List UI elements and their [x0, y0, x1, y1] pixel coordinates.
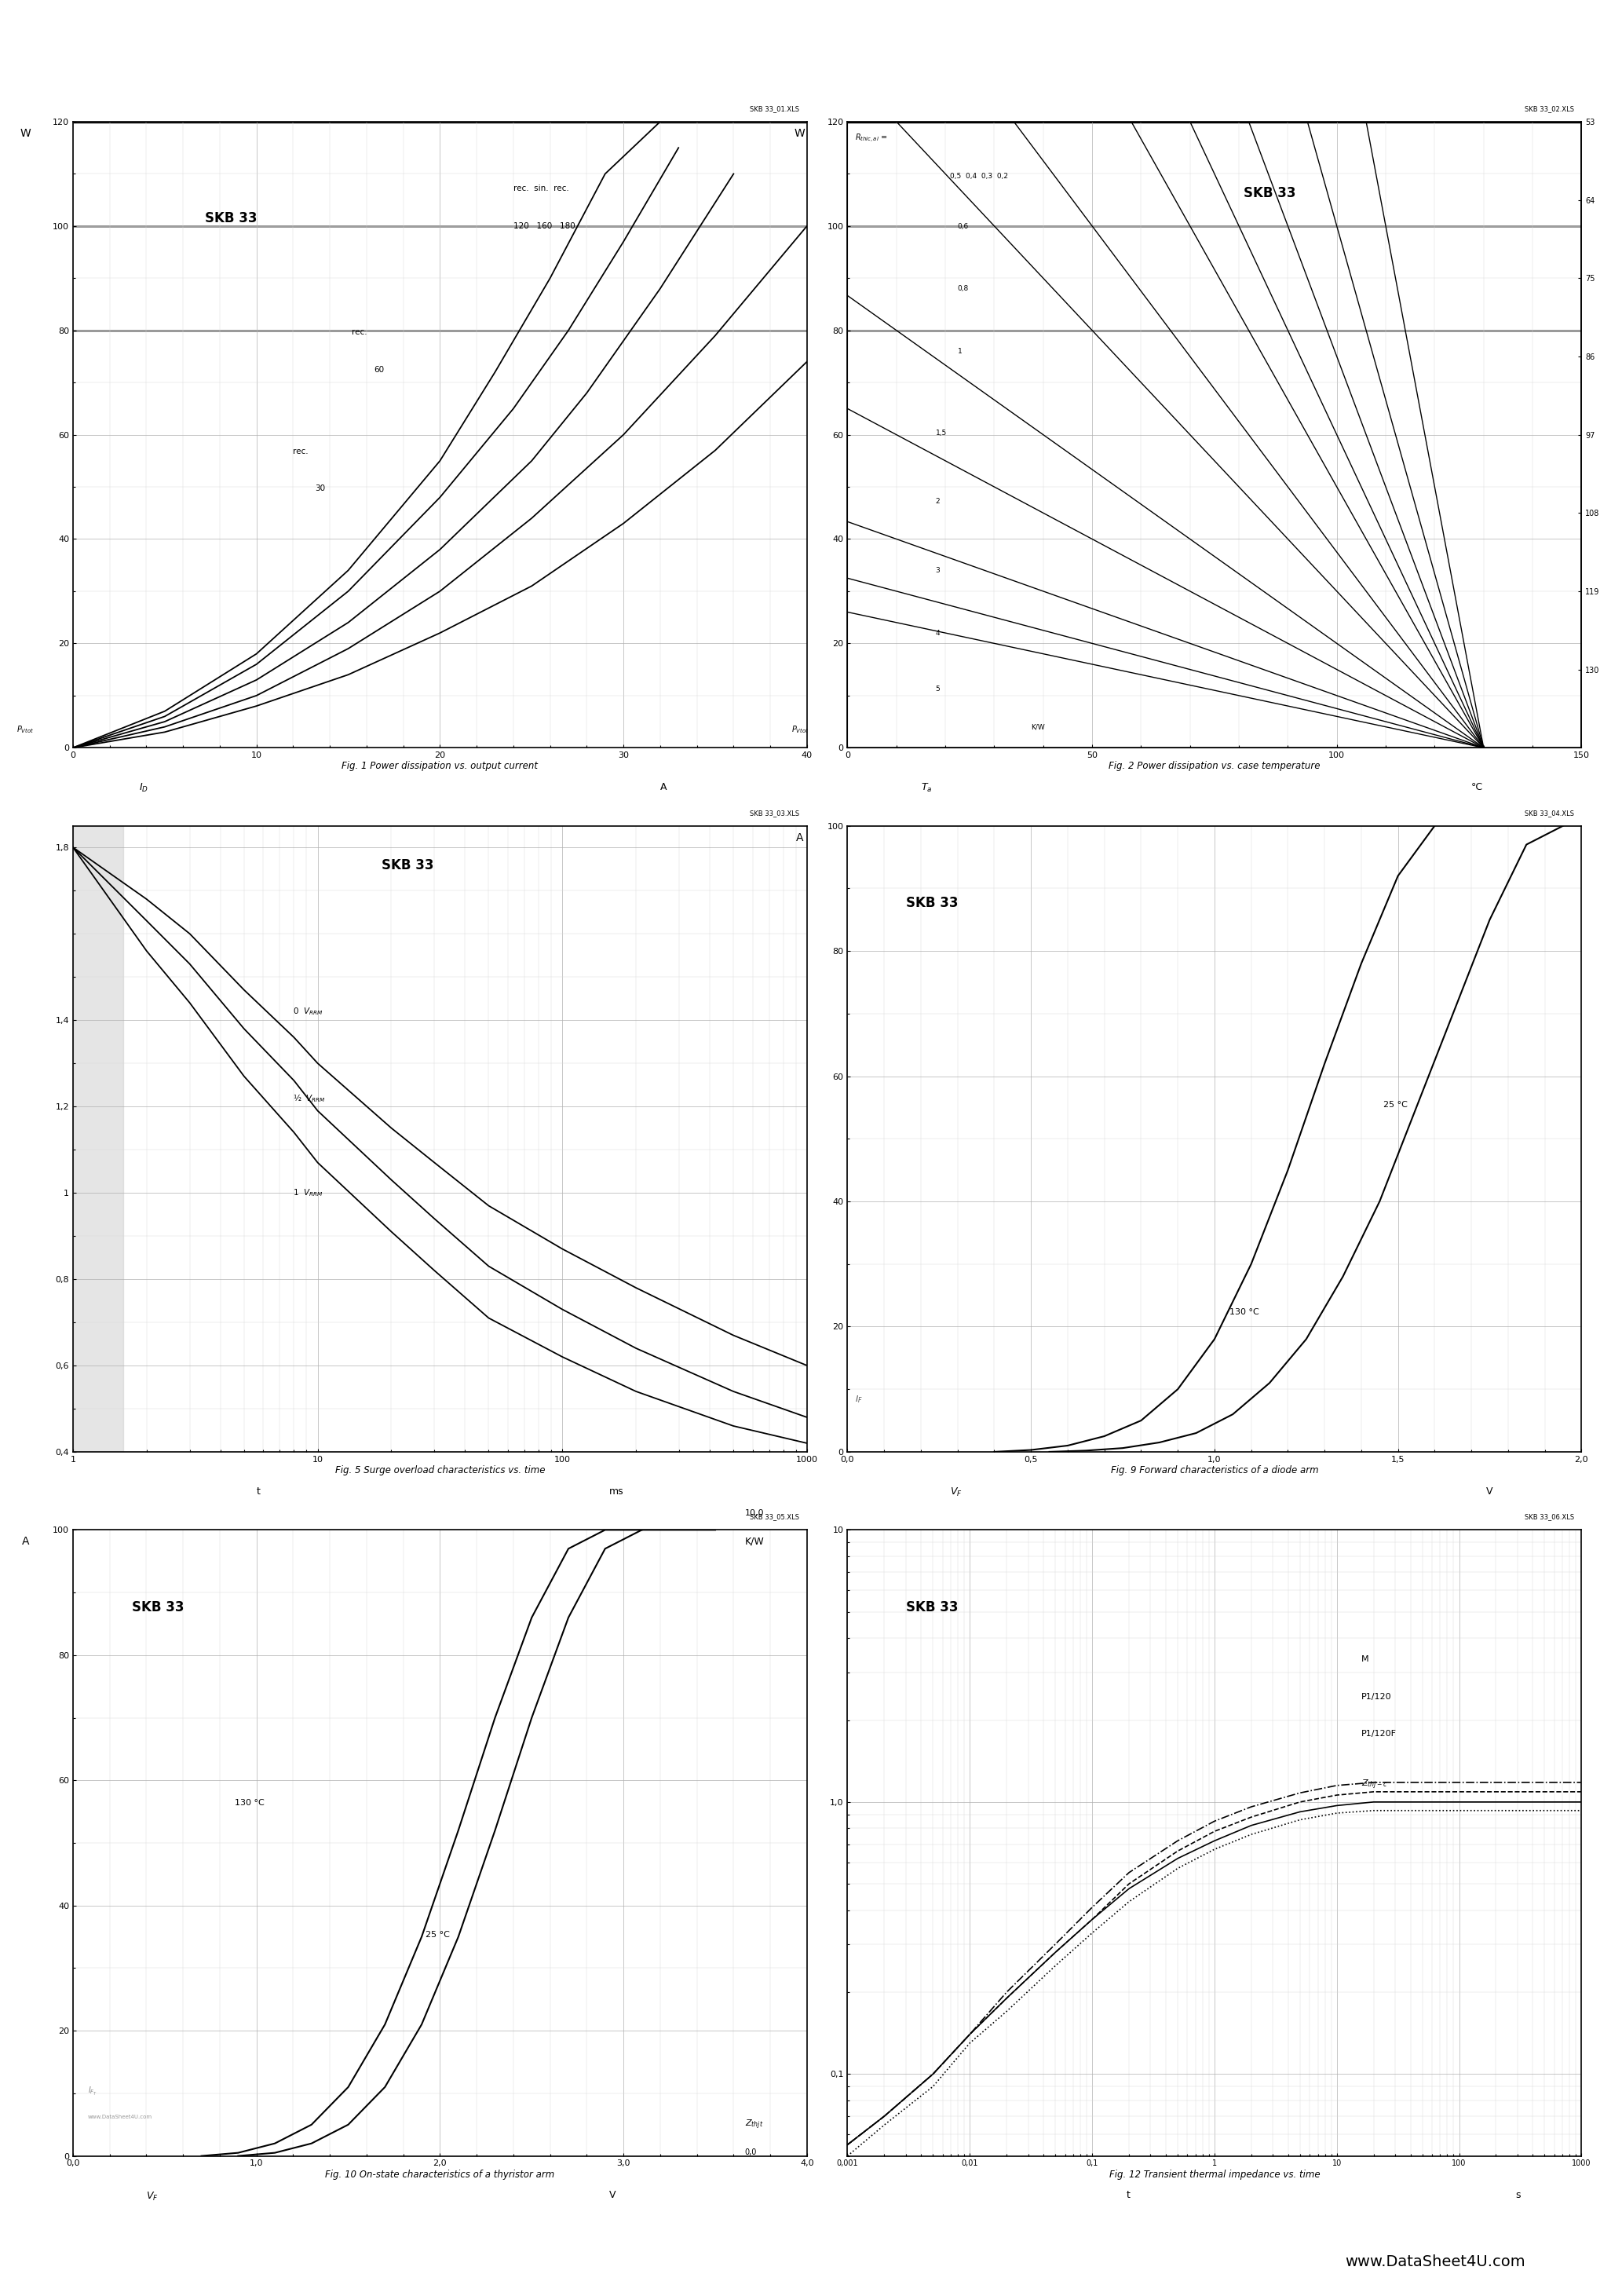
Text: $Z_{thjt}$: $Z_{thjt}$ [744, 2117, 762, 2131]
Text: Fig. 10 On-state characteristics of a thyristor arm: Fig. 10 On-state characteristics of a th… [326, 2170, 555, 2179]
Text: Fig. 1 Power dissipation vs. output current: Fig. 1 Power dissipation vs. output curr… [342, 760, 539, 771]
Text: W: W [795, 129, 805, 140]
Text: P1/120F: P1/120F [1361, 1731, 1397, 1738]
Text: SKB 33: SKB 33 [204, 211, 258, 225]
Text: SKB 33: SKB 33 [131, 1600, 183, 1614]
Text: P1/120: P1/120 [1361, 1692, 1392, 1701]
Bar [73, 827, 123, 1451]
Text: V: V [1486, 1486, 1492, 1497]
Text: °C: °C [1471, 783, 1483, 792]
Text: 1,5: 1,5 [936, 429, 947, 436]
Text: 04-05-2005  SCT: 04-05-2005 SCT [728, 2252, 894, 2271]
Text: $R_{thic,al}$ =: $R_{thic,al}$ = [855, 133, 887, 145]
Text: SKB 33_05.XLS: SKB 33_05.XLS [749, 1513, 800, 1520]
Text: A: A [21, 1536, 29, 1548]
Text: 2: 2 [29, 2252, 42, 2271]
Text: 1: 1 [957, 347, 962, 356]
Text: 130 °C: 130 °C [235, 1800, 264, 1807]
Text: 0,0: 0,0 [744, 2149, 757, 2156]
Text: rec.: rec. [294, 448, 308, 455]
Text: 25 °C: 25 °C [425, 1931, 449, 1938]
Text: A: A [796, 831, 803, 843]
Text: $P_{Vtot}$: $P_{Vtot}$ [792, 723, 808, 735]
Text: t: t [1126, 2190, 1131, 2200]
Text: 120   160   180: 120 160 180 [513, 223, 576, 230]
Text: www.DataSheet4U.com: www.DataSheet4U.com [1345, 2255, 1526, 2268]
Text: www.DataSheet4U.com: www.DataSheet4U.com [88, 2115, 152, 2119]
Text: ms: ms [608, 1486, 623, 1497]
Text: SKB 33: SKB 33 [1244, 186, 1296, 200]
Text: Fig. 2 Power dissipation vs. case temperature: Fig. 2 Power dissipation vs. case temper… [1109, 760, 1320, 771]
Text: t: t [256, 1486, 260, 1497]
Text: SKB 33_03.XLS: SKB 33_03.XLS [749, 808, 800, 817]
Text: $Z_{thj-c}$: $Z_{thj-c}$ [1361, 1779, 1388, 1791]
Text: M: M [1361, 1655, 1369, 1662]
Text: $V_F$: $V_F$ [950, 1486, 962, 1497]
Text: 25 °C: 25 °C [1384, 1102, 1408, 1109]
Text: 0,8: 0,8 [957, 285, 968, 292]
Text: SKB 33_01.XLS: SKB 33_01.XLS [749, 106, 800, 113]
Text: 1  $V_{RRM}$: 1 $V_{RRM}$ [294, 1187, 323, 1199]
Text: V: V [608, 2190, 615, 2200]
Text: $P_{Vtot}$: $P_{Vtot}$ [16, 723, 34, 735]
Text: $V_F$: $V_F$ [146, 2190, 159, 2202]
Text: K/W: K/W [1032, 723, 1045, 730]
Text: ½  $V_{RRM}$: ½ $V_{RRM}$ [294, 1093, 326, 1104]
Text: $T_a$: $T_a$ [921, 783, 933, 794]
Text: 5: 5 [936, 687, 941, 693]
Text: SKB 33: SKB 33 [907, 1600, 959, 1614]
Text: SKB 33_04.XLS: SKB 33_04.XLS [1525, 808, 1573, 817]
Text: SKB 33: SKB 33 [381, 859, 433, 872]
Text: Fig. 9 Forward characteristics of a diode arm: Fig. 9 Forward characteristics of a diod… [1111, 1465, 1319, 1476]
Text: SKB 33: SKB 33 [907, 895, 959, 909]
Text: 0  $V_{RRM}$: 0 $V_{RRM}$ [294, 1006, 323, 1017]
Text: 60: 60 [375, 365, 384, 374]
Text: 10,0: 10,0 [744, 1508, 764, 1518]
Text: K/W: K/W [744, 1536, 764, 1548]
Text: 3: 3 [936, 567, 941, 574]
Text: 4: 4 [936, 629, 941, 636]
Text: 30: 30 [315, 484, 326, 494]
Text: SKB 33: SKB 33 [19, 37, 141, 64]
Text: $I_F$: $I_F$ [855, 1394, 863, 1405]
Text: $I_D$: $I_D$ [139, 783, 149, 794]
Text: rec.: rec. [352, 328, 367, 335]
Text: rec.  sin.  rec.: rec. sin. rec. [513, 184, 569, 193]
Text: Fig. 5 Surge overload characteristics vs. time: Fig. 5 Surge overload characteristics vs… [336, 1465, 545, 1476]
Text: W: W [19, 129, 31, 140]
Text: 2: 2 [936, 498, 941, 505]
Text: 0,5  0,4  0,3  0,2: 0,5 0,4 0,3 0,2 [950, 172, 1009, 179]
Text: SKB 33_06.XLS: SKB 33_06.XLS [1525, 1513, 1573, 1520]
Text: 0,6: 0,6 [957, 223, 968, 230]
Text: A: A [660, 783, 667, 792]
Text: 130 °C: 130 °C [1229, 1309, 1259, 1316]
Text: SKB 33_02.XLS: SKB 33_02.XLS [1525, 106, 1573, 113]
Text: $I_{F_T}$: $I_{F_T}$ [88, 2085, 97, 2096]
Text: Fig. 12 Transient thermal impedance vs. time: Fig. 12 Transient thermal impedance vs. … [1109, 2170, 1320, 2179]
Text: s: s [1515, 2190, 1520, 2200]
